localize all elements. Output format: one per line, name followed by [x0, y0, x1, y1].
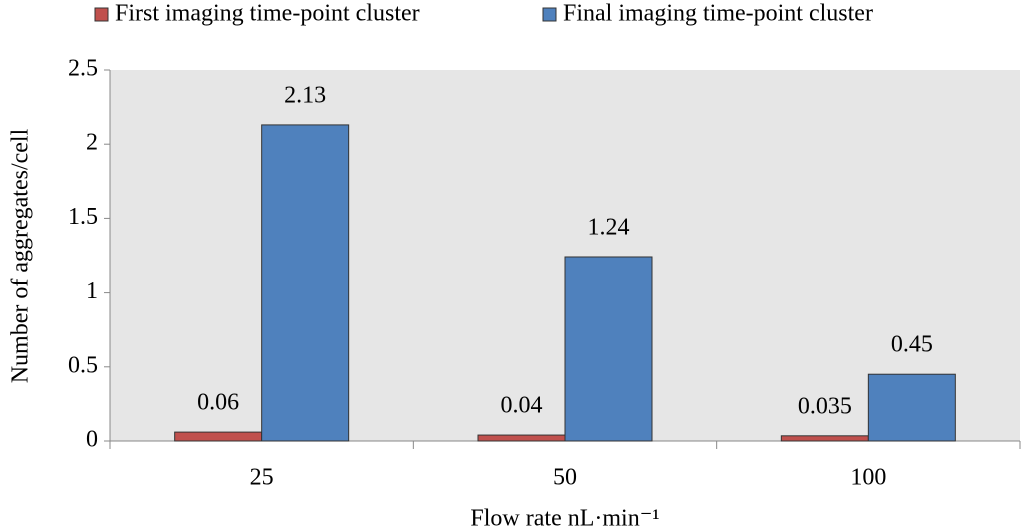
value-label: 1.24 [588, 214, 630, 240]
y-tick-label: 0 [86, 427, 98, 453]
y-tick-label: 0.5 [68, 352, 98, 378]
bar [780, 435, 869, 442]
legend-label: First imaging time-point cluster [115, 1, 420, 27]
y-tick-label: 2 [86, 130, 98, 156]
value-label: 0.035 [798, 393, 852, 419]
bar [261, 124, 350, 442]
x-tick-label: 50 [553, 465, 577, 491]
y-tick-label: 1.5 [68, 204, 98, 230]
legend-label: Final imaging time-point cluster [563, 1, 873, 27]
value-label: 0.45 [891, 332, 933, 358]
bar [867, 373, 956, 442]
bar [477, 434, 566, 442]
value-label: 0.06 [197, 390, 239, 416]
x-tick-label: 25 [250, 465, 274, 491]
y-tick-label: 1 [86, 278, 98, 304]
x-axis-label: Flow rate nL·min⁻¹ [470, 506, 659, 532]
value-label: 0.04 [501, 393, 543, 419]
bar [174, 431, 263, 442]
y-axis-label: Number of aggregates/cell [8, 128, 34, 383]
bar [564, 256, 653, 442]
y-tick-label: 2.5 [68, 56, 98, 82]
value-label: 2.13 [284, 82, 326, 108]
legend-swatch [94, 7, 109, 22]
x-tick-label: 100 [850, 465, 886, 491]
legend-swatch [542, 7, 557, 22]
